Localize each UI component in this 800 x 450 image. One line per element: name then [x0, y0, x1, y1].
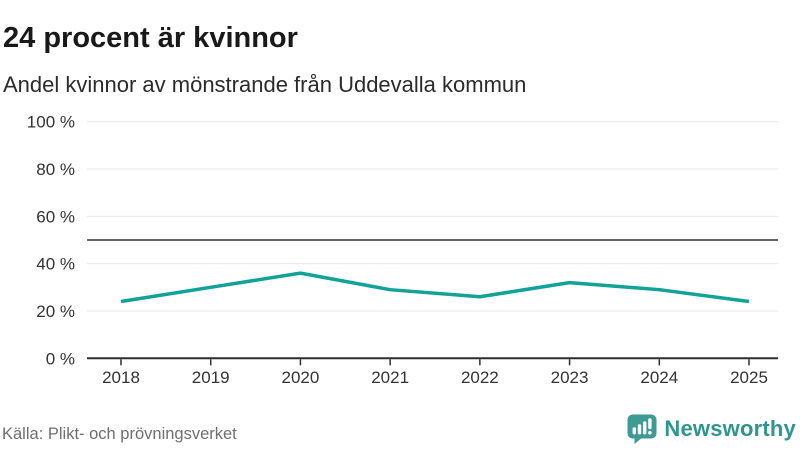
- x-axis-tick-label: 2023: [551, 368, 589, 387]
- x-axis-tick-label: 2025: [730, 368, 768, 387]
- x-axis-tick-label: 2024: [640, 368, 678, 387]
- x-axis-tick-label: 2020: [282, 368, 320, 387]
- y-axis-tick-label: 0 %: [46, 349, 75, 368]
- x-axis-tick-label: 2021: [371, 368, 409, 387]
- y-axis-tick-label: 60 %: [36, 207, 75, 226]
- y-axis-tick-label: 20 %: [36, 302, 75, 321]
- x-axis-tick-label: 2022: [461, 368, 499, 387]
- y-axis-tick-label: 40 %: [36, 255, 75, 274]
- x-axis-tick-label: 2018: [102, 368, 140, 387]
- chart-subtitle: Andel kvinnor av mönstrande från Uddeval…: [3, 72, 527, 97]
- data-line: [120, 271, 750, 304]
- x-axis-tick-label: 2019: [192, 368, 230, 387]
- newsworthy-bubble-chart-icon: [627, 414, 657, 444]
- y-axis-tick-label: 80 %: [36, 160, 75, 179]
- chart-title: 24 procent är kvinnor: [3, 22, 298, 55]
- source-note: Källa: Plikt- och prövningsverket: [2, 425, 237, 443]
- newsworthy-logo: Newsworthy: [627, 414, 796, 444]
- newsworthy-wordmark: Newsworthy: [664, 416, 796, 441]
- y-axis-tick-label: 100 %: [27, 113, 75, 132]
